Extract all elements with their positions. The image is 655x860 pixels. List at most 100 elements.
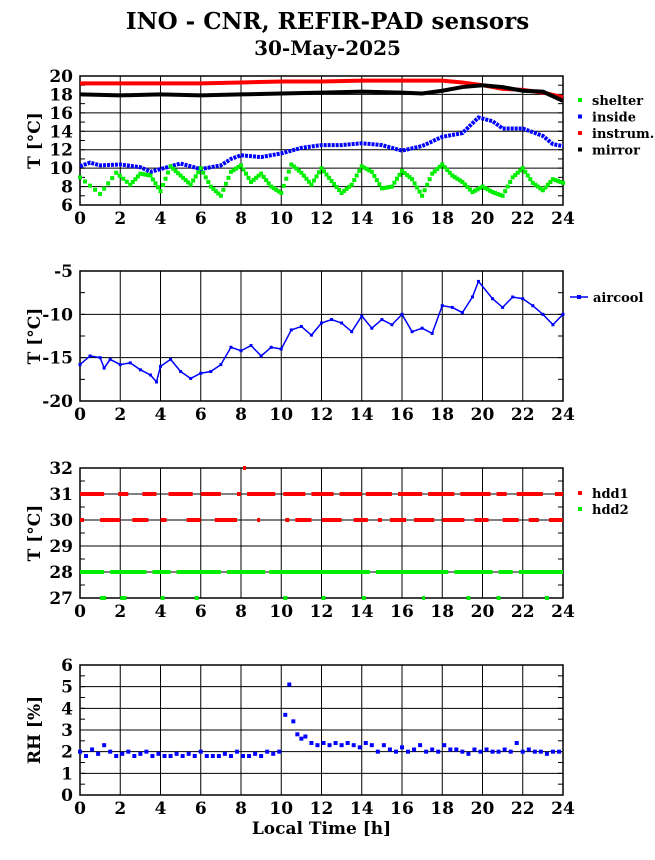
data-point bbox=[198, 166, 203, 171]
series-mirror bbox=[79, 83, 564, 103]
data-point bbox=[188, 182, 193, 187]
x-tick-label: 24 bbox=[551, 602, 575, 622]
data-point bbox=[340, 321, 344, 325]
data-point bbox=[460, 749, 465, 754]
data-point bbox=[309, 741, 314, 745]
data-segment bbox=[428, 492, 455, 496]
legend-marker bbox=[578, 147, 582, 152]
data-point bbox=[508, 179, 513, 184]
y-axis-label: RH [%] bbox=[25, 696, 45, 764]
data-point bbox=[174, 751, 179, 756]
series-rh bbox=[78, 682, 561, 758]
data-point bbox=[491, 297, 495, 301]
data-point bbox=[324, 172, 329, 177]
data-point bbox=[106, 181, 111, 186]
x-tick-label: 18 bbox=[430, 209, 454, 229]
data-point bbox=[442, 165, 447, 170]
data-point bbox=[309, 333, 313, 337]
data-point bbox=[239, 163, 243, 168]
data-point bbox=[276, 189, 281, 194]
y-tick-label: 4 bbox=[61, 699, 73, 719]
data-point bbox=[418, 743, 423, 748]
data-point bbox=[132, 754, 137, 758]
data-segment bbox=[200, 492, 221, 496]
x-tick-label: 4 bbox=[155, 799, 167, 819]
data-point bbox=[538, 749, 543, 754]
data-point bbox=[436, 749, 441, 754]
data-point bbox=[437, 164, 442, 169]
data-point bbox=[236, 164, 241, 169]
data-point bbox=[162, 754, 167, 758]
data-point bbox=[535, 184, 540, 189]
data-point bbox=[513, 173, 518, 178]
data-point bbox=[475, 187, 480, 192]
data-point bbox=[394, 176, 399, 181]
data-segment bbox=[375, 570, 449, 574]
x-tick-label: 18 bbox=[430, 405, 454, 425]
data-point bbox=[193, 174, 198, 179]
data-point bbox=[181, 175, 186, 180]
x-tick-label: 4 bbox=[155, 405, 167, 425]
data-point bbox=[344, 186, 349, 191]
data-point bbox=[498, 192, 503, 197]
data-point bbox=[299, 170, 304, 175]
data-point bbox=[329, 179, 334, 184]
y-tick-label: 31 bbox=[49, 485, 73, 505]
data-point bbox=[114, 170, 119, 175]
series-hdd2 bbox=[80, 570, 563, 600]
data-point bbox=[337, 188, 342, 193]
x-tick-label: 0 bbox=[74, 602, 86, 622]
data-point bbox=[150, 177, 155, 182]
data-point bbox=[454, 747, 459, 752]
data-point bbox=[279, 347, 283, 351]
data-point bbox=[412, 747, 417, 752]
legend-marker bbox=[578, 98, 582, 102]
data-segment bbox=[194, 596, 199, 600]
data-point bbox=[330, 318, 334, 322]
data-point bbox=[553, 178, 558, 183]
data-segment bbox=[214, 518, 237, 522]
data-point bbox=[203, 175, 208, 180]
y-tick-label: 8 bbox=[61, 178, 73, 198]
data-point bbox=[256, 173, 261, 178]
data-point bbox=[261, 174, 266, 179]
data-point bbox=[228, 169, 233, 174]
y-tick-label: 5 bbox=[61, 678, 73, 698]
data-point bbox=[291, 719, 296, 724]
data-point bbox=[251, 177, 256, 182]
y-tick-label: 3 bbox=[61, 721, 73, 741]
data-point bbox=[229, 345, 233, 349]
data-segment bbox=[283, 492, 306, 496]
data-point bbox=[470, 190, 475, 195]
data-point bbox=[425, 182, 430, 187]
data-point bbox=[294, 166, 299, 171]
x-tick-label: 6 bbox=[195, 799, 207, 819]
data-segment bbox=[110, 570, 147, 574]
data-point bbox=[274, 187, 279, 192]
data-point bbox=[369, 169, 374, 174]
data-point bbox=[379, 186, 384, 191]
data-point bbox=[133, 177, 138, 182]
data-point bbox=[155, 185, 160, 190]
x-tick-label: 10 bbox=[269, 602, 293, 622]
data-point bbox=[545, 182, 550, 187]
data-point bbox=[223, 181, 228, 186]
data-point bbox=[457, 178, 462, 183]
legend-label: inside bbox=[592, 111, 636, 126]
data-segment bbox=[100, 596, 107, 600]
x-tick-label: 0 bbox=[74, 209, 86, 229]
data-point bbox=[118, 363, 122, 367]
data-point bbox=[287, 682, 292, 687]
data-point bbox=[480, 184, 485, 189]
data-point bbox=[476, 279, 480, 283]
y-tick-label: 18 bbox=[49, 85, 73, 105]
data-point bbox=[518, 168, 523, 173]
data-point bbox=[387, 185, 392, 190]
data-point bbox=[505, 184, 510, 189]
data-point bbox=[502, 747, 507, 752]
x-tick-label: 8 bbox=[235, 602, 247, 622]
x-tick-label: 12 bbox=[310, 209, 334, 229]
data-point bbox=[228, 754, 233, 758]
x-tick-label: 10 bbox=[269, 405, 293, 425]
x-tick-label: 20 bbox=[471, 405, 495, 425]
